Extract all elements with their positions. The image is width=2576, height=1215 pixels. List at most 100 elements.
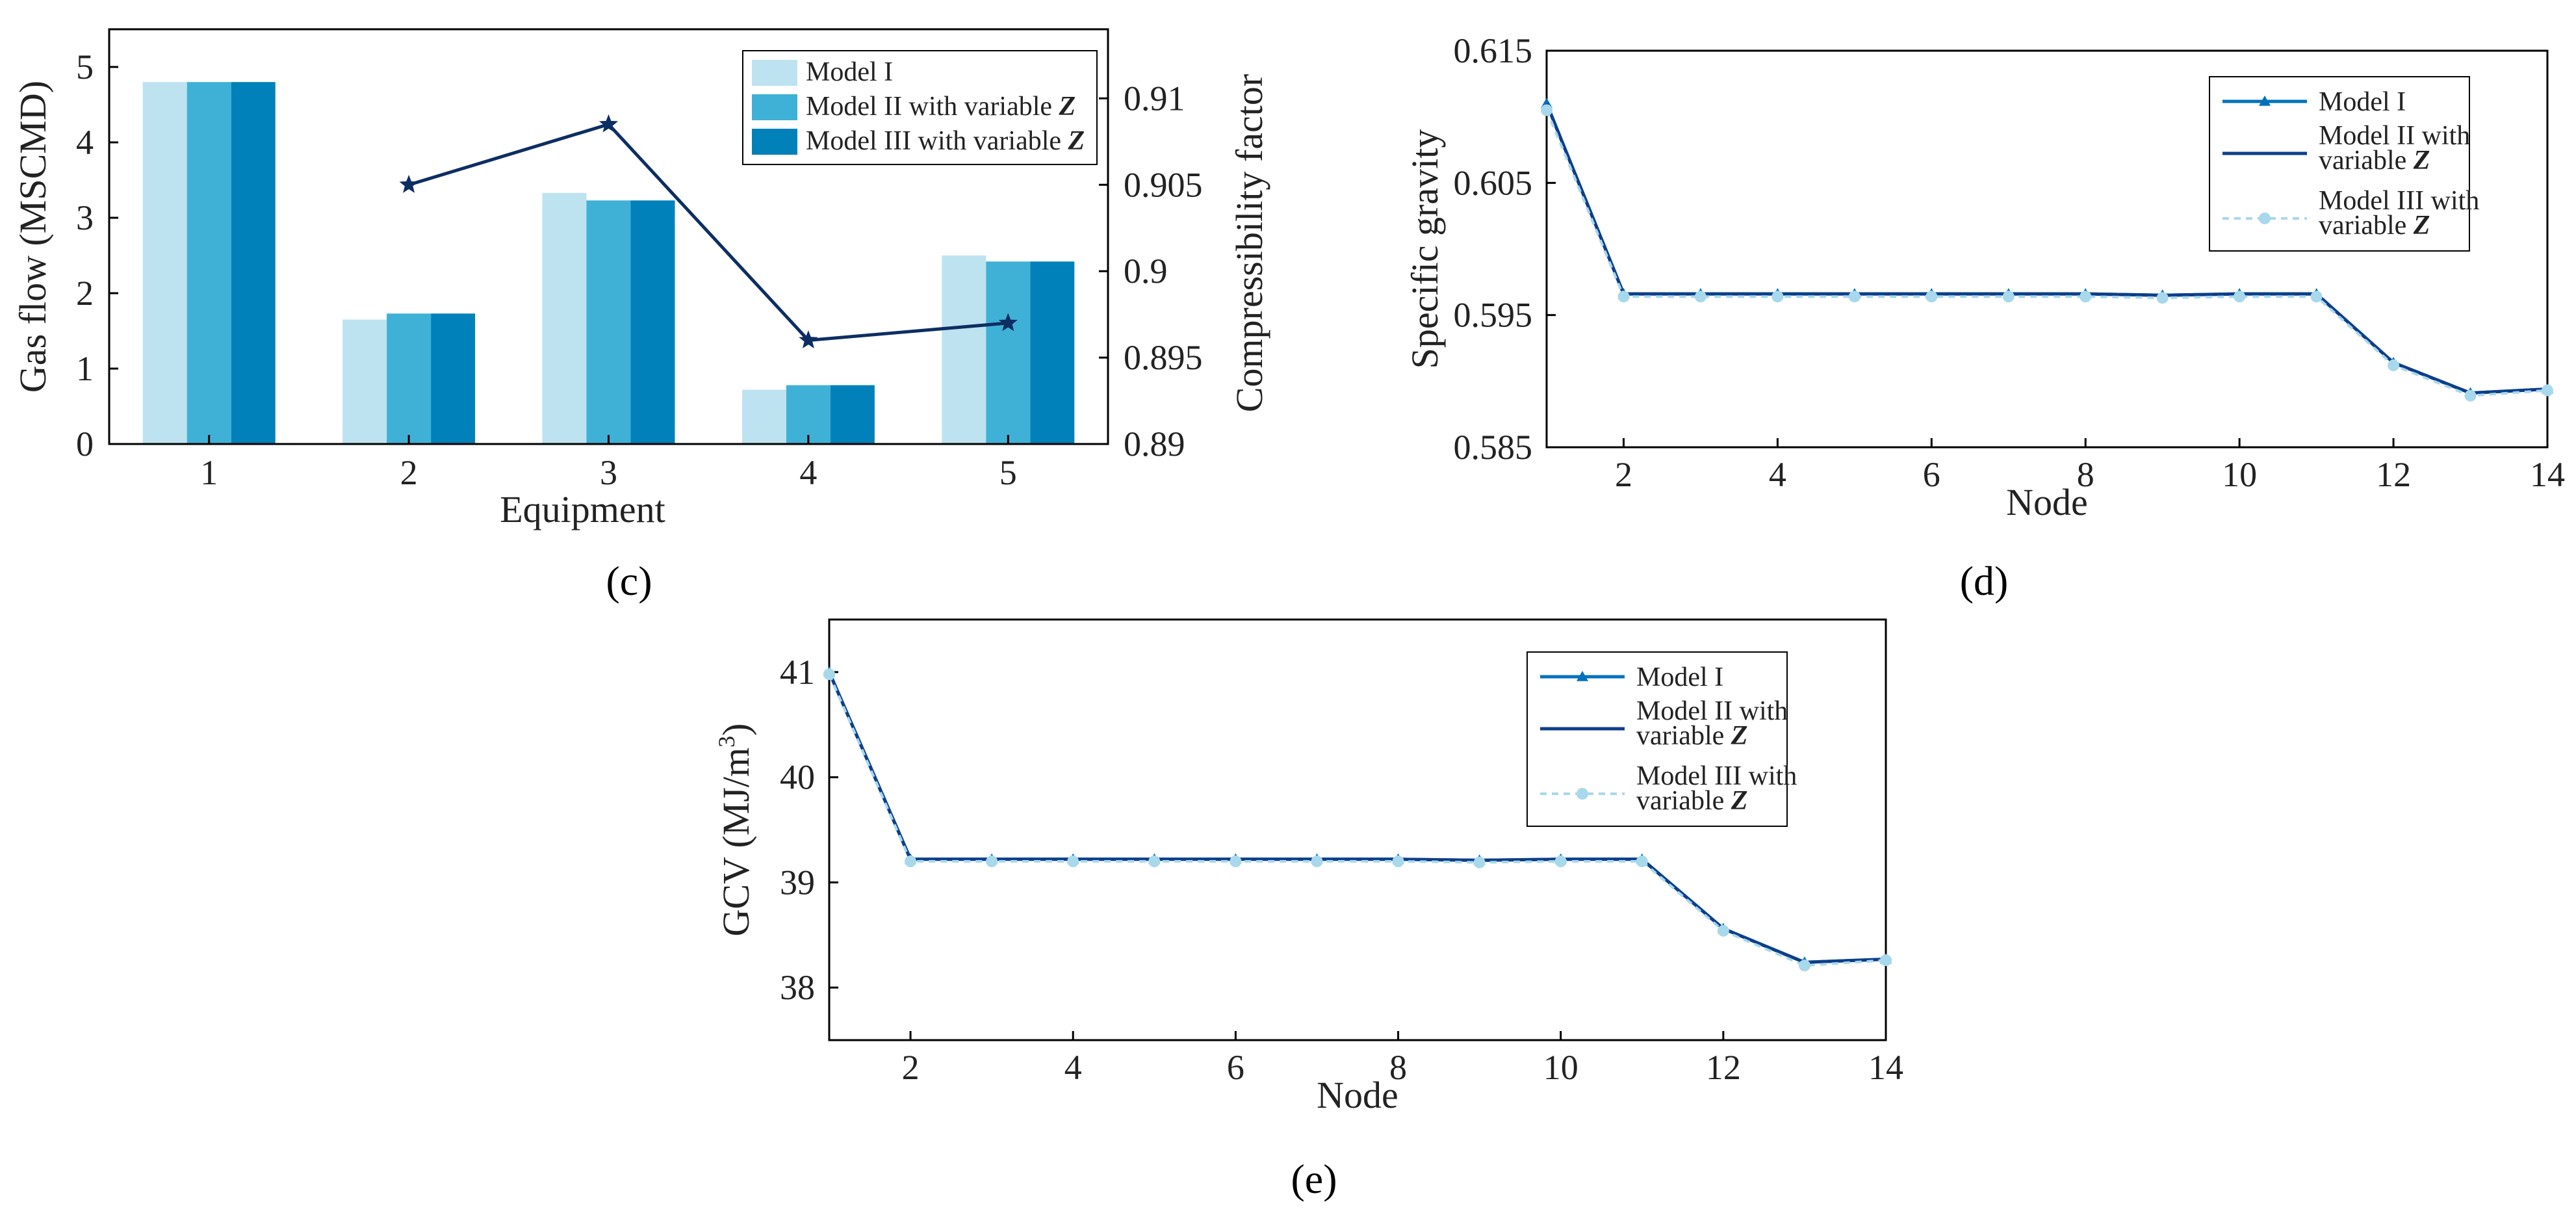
ytick-label-d-1: 0.595 [1454, 296, 1533, 335]
legend-marker-d-1 [2259, 96, 2271, 106]
series-point-d-3-2 [1617, 291, 1630, 303]
series-point-d-3-4 [1771, 291, 1784, 303]
legend-label-z-e-2: Z [1731, 721, 1748, 751]
compressibility-point-4 [799, 330, 818, 348]
legend-swatch-1 [752, 60, 797, 86]
series-point-e-3-14 [1880, 954, 1892, 967]
legend-label-d-1-0: Model I [2319, 87, 2406, 117]
xtick-label-e-14: 14 [1868, 1048, 1903, 1087]
xtick-label-e-4: 4 [1064, 1048, 1082, 1087]
xtick-label-d-10: 10 [2222, 455, 2257, 494]
bar-3-1 [231, 82, 276, 444]
ytick-label-1: 1 [76, 349, 94, 388]
bar-3-2 [431, 313, 476, 444]
ytick-label-2: 2 [76, 274, 94, 313]
series-point-e-3-12 [1717, 924, 1729, 937]
ytick-label-e-2: 40 [780, 758, 815, 797]
y-axis-label-e: GCV (MJ/m3) [714, 724, 757, 937]
xtick-label-3: 3 [600, 453, 617, 492]
bar-3-5 [1030, 261, 1075, 444]
y-axis-label-c: Gas flow (MSCMD) [12, 81, 54, 393]
xtick-label-e-2: 2 [902, 1048, 920, 1087]
legend-marker-e-3 [1577, 788, 1588, 800]
series-point-e-3-9 [1473, 856, 1486, 869]
y-axis-label-sup-e: 3 [714, 736, 740, 748]
series-point-e-3-6 [1230, 856, 1242, 868]
xtick-label-d-14: 14 [2530, 455, 2565, 494]
legend-label-text-2: Model II with variable [806, 92, 1059, 122]
series-point-d-3-9 [2156, 292, 2169, 304]
axes-frame-d [1545, 49, 2549, 449]
series-point-d-3-6 [1926, 291, 1938, 303]
legend-swatch-2 [752, 94, 797, 120]
bar-3-3 [630, 200, 675, 444]
legend-label-1: Model I [806, 57, 893, 87]
legend-label-text-d-1-0: Model I [2319, 87, 2406, 117]
series-point-d-3-7 [2002, 291, 2015, 303]
series-point-d-3-14 [2542, 384, 2553, 397]
legend-label-text-e-3-1: variable [1636, 786, 1731, 816]
series-line-e-3 [828, 673, 1887, 967]
bar-2-5 [986, 261, 1031, 444]
bar-2-3 [586, 200, 631, 444]
legend-swatch-3 [752, 129, 797, 155]
series-point-e-3-1 [823, 668, 835, 681]
legend-label-z-d-3: Z [2413, 211, 2430, 241]
legend-box-e [1526, 651, 1788, 827]
series-line-d-2 [1545, 103, 2548, 395]
y2tick-label-2: 0.9 [1124, 252, 1168, 291]
ytick-label-e-1: 39 [780, 863, 815, 902]
panel-d: 0.585 0.595 0.605 0.615 2 4 6 8 10 12 14 Node Specif… [1404, 31, 2565, 604]
legend-label-text-d-2-1: variable [2319, 146, 2414, 176]
legend-label-text-e-1-0: Model I [1636, 662, 1723, 692]
series-point-d-3-12 [2388, 359, 2400, 371]
legend-label-text-e-3-0: Model III with [1636, 761, 1797, 791]
bar-1-1 [142, 82, 187, 444]
ytick-label-e-3: 41 [780, 653, 815, 692]
legend-label-3: Model III with variable Z [806, 126, 1085, 156]
legend-label-d-2-1: variable Z [2319, 146, 2430, 176]
legend-marker-d-3 [2259, 213, 2271, 224]
series-line-e-2 [827, 671, 1887, 964]
legend-label-text-d-3-0: Model III with [2319, 186, 2479, 216]
bar-2-1 [187, 82, 231, 444]
compressibility-point-5 [998, 313, 1018, 332]
bar-2-2 [387, 313, 431, 444]
y-axis-label-end-e: ) [715, 724, 757, 736]
legend-marker-e-1 [1577, 671, 1588, 681]
compressibility-line [408, 122, 1009, 343]
ytick-label-5: 5 [76, 47, 94, 86]
y2tick-label-3: 0.905 [1124, 165, 1203, 204]
xtick-label-d-2: 2 [1615, 455, 1632, 494]
series-point-e-3-13 [1798, 960, 1810, 972]
xtick-label-5: 5 [999, 453, 1017, 492]
ytick-label-d-0: 0.585 [1454, 428, 1533, 467]
legend-label-e-3-0: Model III with [1636, 761, 1797, 791]
xtick-label-d-4: 4 [1769, 455, 1786, 494]
bar-1-5 [942, 255, 986, 444]
legend-label-text-e-2-1: variable [1636, 721, 1731, 751]
compressibility-point-2 [399, 174, 419, 193]
xtick-label-4: 4 [799, 453, 817, 492]
series-point-e-3-4 [1067, 856, 1079, 868]
series-point-d-3-11 [2310, 291, 2323, 303]
bar-1-2 [342, 319, 387, 444]
legend-label-z-e-3: Z [1731, 786, 1748, 816]
bar-1-3 [542, 192, 587, 444]
series-point-d-3-10 [2234, 291, 2246, 303]
bar-3-4 [830, 385, 875, 444]
legend-label-e-1-0: Model I [1636, 662, 1723, 692]
legend-label-e-3-1: variable Z [1636, 786, 1747, 816]
legend-label-e-2-1: variable Z [1636, 721, 1747, 751]
xtick-label-e-10: 10 [1543, 1048, 1578, 1087]
legend-label-text-3: Model III with variable [806, 126, 1068, 156]
ytick-label-0: 0 [76, 425, 94, 464]
series-point-d-3-3 [1694, 291, 1707, 303]
legend-box-c [742, 50, 1098, 165]
ytick-label-d-2: 0.605 [1454, 163, 1533, 202]
series-point-e-3-11 [1636, 856, 1648, 868]
ytick-label-4: 4 [76, 123, 94, 162]
series-point-e-3-8 [1392, 856, 1404, 868]
series-point-e-3-2 [905, 856, 917, 868]
xtick-label-e-12: 12 [1706, 1048, 1741, 1087]
